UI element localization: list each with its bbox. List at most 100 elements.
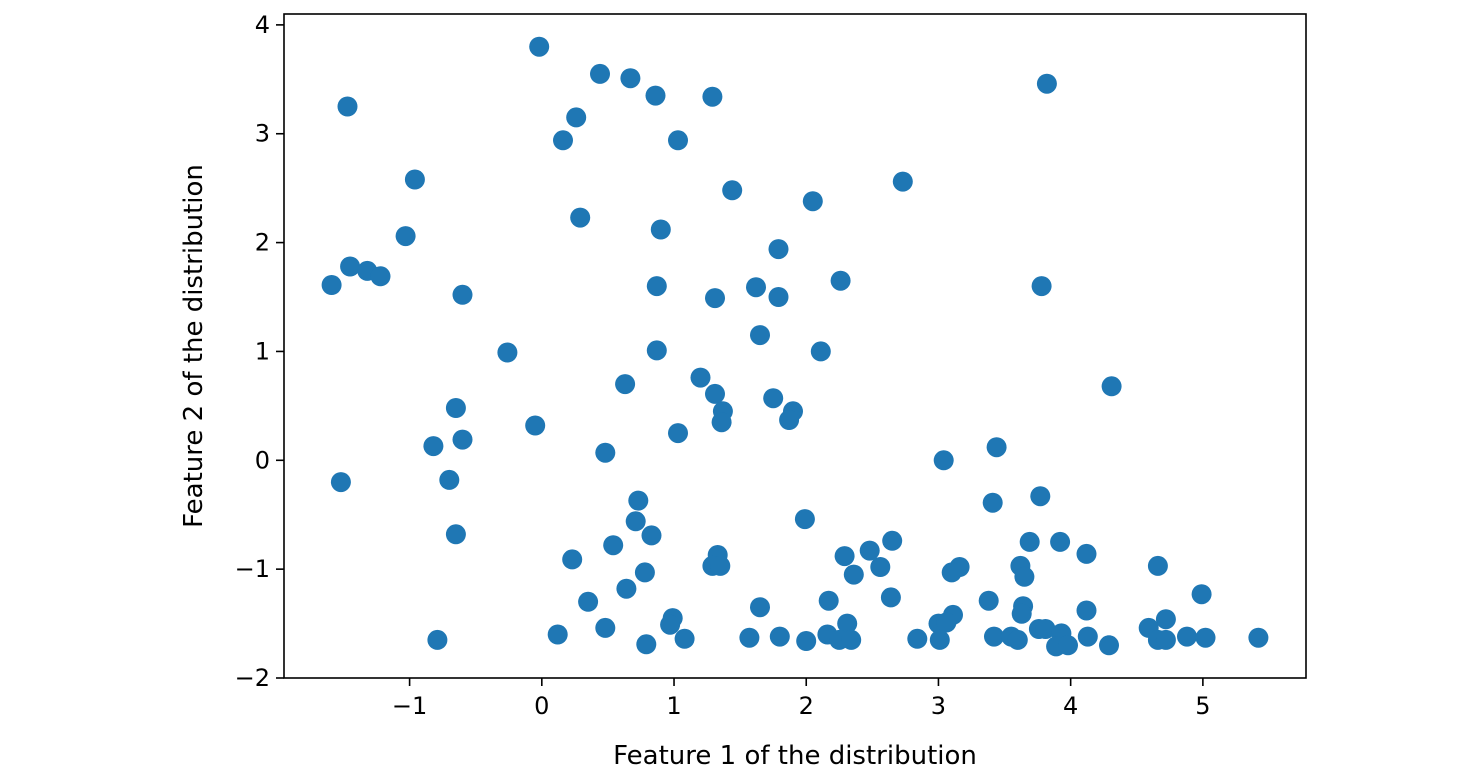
x-axis-label: Feature 1 of the distribution [613,741,977,771]
x-tick-label: 0 [534,692,549,720]
data-points [321,36,1269,657]
data-point [769,626,790,647]
data-point [802,191,823,212]
data-point [620,68,641,89]
data-point [1014,566,1035,587]
data-point [445,398,466,418]
data-point [1036,73,1057,94]
data-point [892,171,913,192]
x-tick-label: 2 [799,692,814,720]
data-point [750,325,770,346]
plot-frame [283,13,1307,679]
x-tick-label: 4 [1063,692,1078,720]
data-point [668,423,688,444]
data-point [1011,603,1032,624]
data-point [1099,635,1119,656]
y-axis: −2 −1 0 1 2 3 4 [235,11,284,692]
x-tick-label: 3 [931,692,946,720]
data-point [570,207,591,228]
data-point [628,490,649,511]
data-point [702,86,723,107]
data-point [337,96,358,117]
data-point [1058,635,1078,656]
data-point [882,530,903,551]
y-tick-label: 3 [255,120,270,148]
data-point [1248,627,1269,648]
data-point [641,525,662,546]
data-point [690,367,711,388]
data-point [1007,629,1028,650]
data-point [595,442,616,463]
data-point [321,275,342,295]
data-point [1076,600,1097,621]
data-point [929,629,950,650]
data-point [746,277,766,298]
data-point [1030,486,1051,507]
data-point [650,219,671,240]
data-point [395,226,416,247]
data-point [404,169,425,190]
data-point [986,437,1007,458]
y-tick-label: 4 [255,11,270,39]
data-point [625,511,646,532]
data-point [705,383,725,404]
data-point [1077,626,1098,647]
data-point [1031,276,1052,297]
data-point [982,492,1003,513]
data-point [595,617,616,638]
y-tick-label: 1 [255,337,270,365]
data-point [562,549,583,570]
data-point [810,341,831,362]
x-tick-label: 5 [1195,692,1210,720]
data-point [578,591,599,612]
data-point [603,535,624,556]
data-point [750,597,770,618]
data-point [768,239,789,260]
data-point [646,340,667,361]
data-point [834,546,855,567]
data-point [616,578,637,599]
data-point [525,415,546,436]
data-point [634,562,655,583]
y-axis-label: Feature 2 of the distribution [179,164,209,528]
y-tick-label: −1 [235,555,270,583]
data-point [841,629,862,650]
data-point [370,266,391,287]
data-point [705,288,725,309]
data-point [843,564,864,585]
data-point [529,36,550,57]
data-point [794,509,815,530]
data-point [1195,627,1216,648]
data-point [1050,531,1071,552]
data-point [645,85,666,106]
data-point [837,613,858,634]
data-point [907,628,928,649]
data-point [763,388,784,409]
data-point [941,562,962,583]
data-point [646,276,667,297]
data-point [439,469,460,490]
data-point [830,270,851,291]
data-point [674,628,695,649]
data-point [1155,629,1176,650]
data-point [547,624,568,645]
data-point [933,450,954,471]
data-point [340,256,361,277]
y-tick-label: 0 [255,446,270,474]
data-point [668,130,688,151]
y-tick-label: 2 [255,229,270,257]
data-point [1101,376,1122,397]
data-point [859,540,880,561]
data-point [1076,543,1097,564]
data-point [978,590,999,611]
data-point [880,587,901,608]
data-point [590,63,610,84]
data-point [423,436,444,457]
data-point [1035,619,1056,639]
data-point [615,374,636,395]
data-point [452,429,473,450]
data-point [722,180,743,201]
x-axis: −1 0 1 2 3 4 5 [392,678,1211,720]
